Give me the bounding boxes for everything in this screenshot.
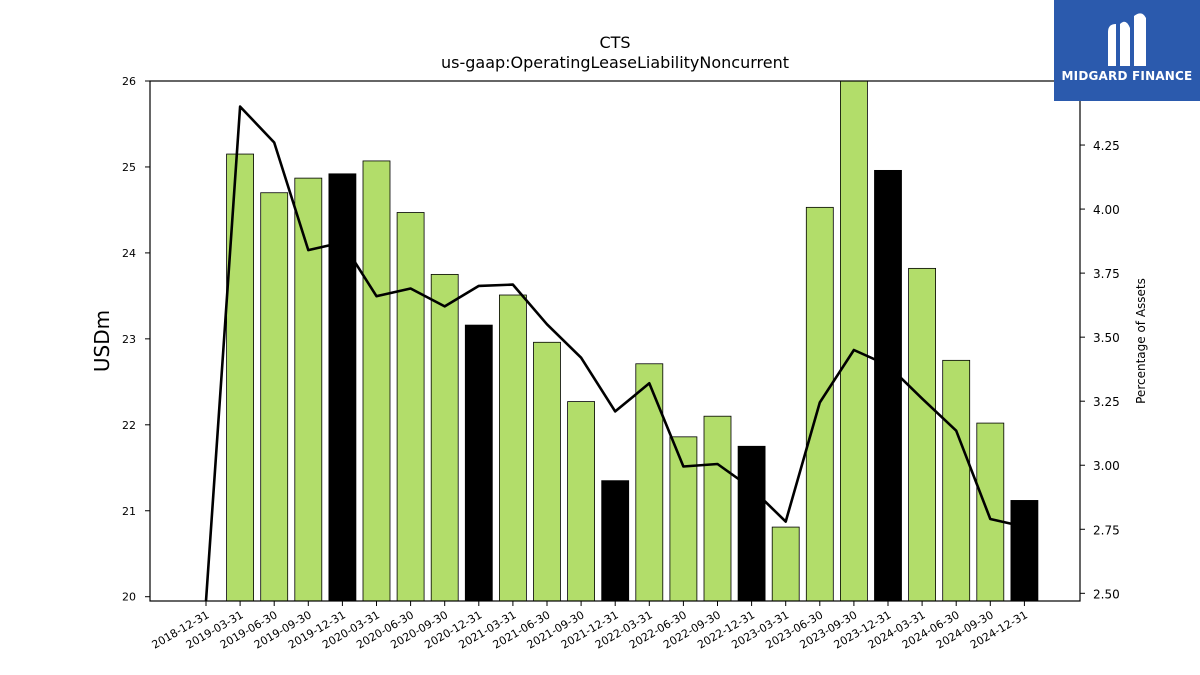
- bar-2023-03-31: [771, 526, 800, 602]
- bar-2022-09-30: [703, 415, 732, 602]
- y2-tick-label-3.25: 3.25: [1093, 395, 1120, 409]
- bar-2022-03-31: [635, 363, 664, 602]
- y-tick-label-20: 20: [122, 591, 136, 604]
- y-tick-label-23: 23: [122, 333, 136, 346]
- bar-2019-06-30: [260, 192, 289, 602]
- bar-2024-06-30: [942, 359, 971, 602]
- bar-2024-12-31: [1010, 500, 1039, 602]
- y-axis-right: 2.50 2.75 3.00 3.25 3.50 3.75 4.00 4.25: [1080, 139, 1120, 601]
- logo-text: MIDGARD FINANCE: [1061, 69, 1193, 83]
- percentage-line: [204, 105, 1025, 602]
- y-tick-label-24: 24: [122, 247, 136, 260]
- bar-2021-09-30: [567, 401, 595, 602]
- y2-tick-label-4.00: 4.00: [1093, 203, 1120, 217]
- bar-2020-09-30: [430, 273, 459, 602]
- bar-2021-06-30: [533, 341, 561, 602]
- y2-tick-label-2.75: 2.75: [1093, 523, 1120, 537]
- y2-axis-label: Percentage of Assets: [1134, 278, 1148, 404]
- y-tick-label-22: 22: [122, 419, 136, 432]
- y-tick-label-26: 26: [122, 75, 136, 88]
- bar-2019-12-31: [328, 173, 357, 602]
- bar-2021-12-31: [601, 480, 630, 602]
- bar-2023-12-31: [874, 169, 902, 602]
- bar-2020-12-31: [464, 324, 493, 602]
- bar-2022-12-31: [737, 445, 766, 602]
- bar-2021-03-31: [498, 294, 527, 602]
- y2-tick-label-4.25: 4.25: [1093, 139, 1120, 153]
- chart-title: CTS: [599, 33, 630, 52]
- bar-2024-03-31: [908, 267, 936, 602]
- y-axis-left: 20 21 22 23 24 25 26: [122, 75, 150, 604]
- x-axis: 2018-12-312019-03-312019-06-302019-09-30…: [150, 601, 1030, 652]
- y2-tick-label-2.50: 2.50: [1093, 587, 1120, 601]
- bar-2020-06-30: [396, 212, 425, 602]
- y2-tick-label-3.50: 3.50: [1093, 331, 1120, 345]
- bars: [226, 80, 1039, 602]
- bar-2020-03-31: [362, 160, 391, 602]
- y-tick-label-21: 21: [122, 505, 136, 518]
- midgard-finance-logo: MIDGARD FINANCE: [1054, 0, 1200, 101]
- bar-2019-03-31: [226, 153, 255, 602]
- y-axis-label: USDm: [90, 310, 114, 372]
- logo-icon: [1108, 13, 1146, 66]
- bar-2022-06-30: [669, 436, 698, 602]
- bar-2024-09-30: [976, 422, 1005, 602]
- chart-subtitle: us-gaap:OperatingLeaseLiabilityNoncurren…: [441, 53, 789, 72]
- bar-2019-09-30: [294, 177, 323, 602]
- y2-tick-label-3.00: 3.00: [1093, 459, 1120, 473]
- y-tick-label-25: 25: [122, 161, 136, 174]
- y2-tick-label-3.75: 3.75: [1093, 267, 1120, 281]
- bar-2023-09-30: [840, 80, 868, 602]
